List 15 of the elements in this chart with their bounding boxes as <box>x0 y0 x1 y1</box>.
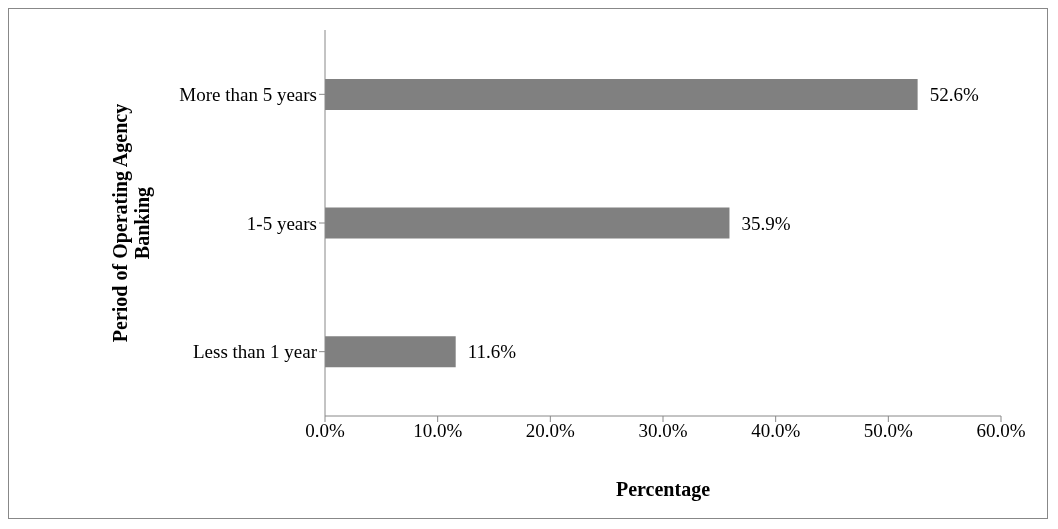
x-tick-label: 40.0% <box>751 420 801 442</box>
x-tick-label: 30.0% <box>638 420 688 442</box>
x-tick-label: 60.0% <box>976 420 1026 442</box>
x-tick-label: 0.0% <box>305 420 345 442</box>
data-label: 35.9% <box>741 212 791 234</box>
data-label: 52.6% <box>929 83 979 105</box>
y-axis-title: Period of Operating Agency Banking <box>109 103 154 343</box>
y-tick-label: 1-5 years <box>246 212 317 234</box>
y-tick-label: Less than 1 year <box>193 341 318 363</box>
x-tick-label: 50.0% <box>863 420 914 442</box>
data-label: 11.6% <box>467 341 517 363</box>
x-axis-title: Percentage <box>615 478 711 501</box>
x-tick-label: 10.0% <box>413 420 463 442</box>
y-tick-label: More than 5 years <box>179 84 317 106</box>
x-tick-label: 20.0% <box>525 420 576 442</box>
